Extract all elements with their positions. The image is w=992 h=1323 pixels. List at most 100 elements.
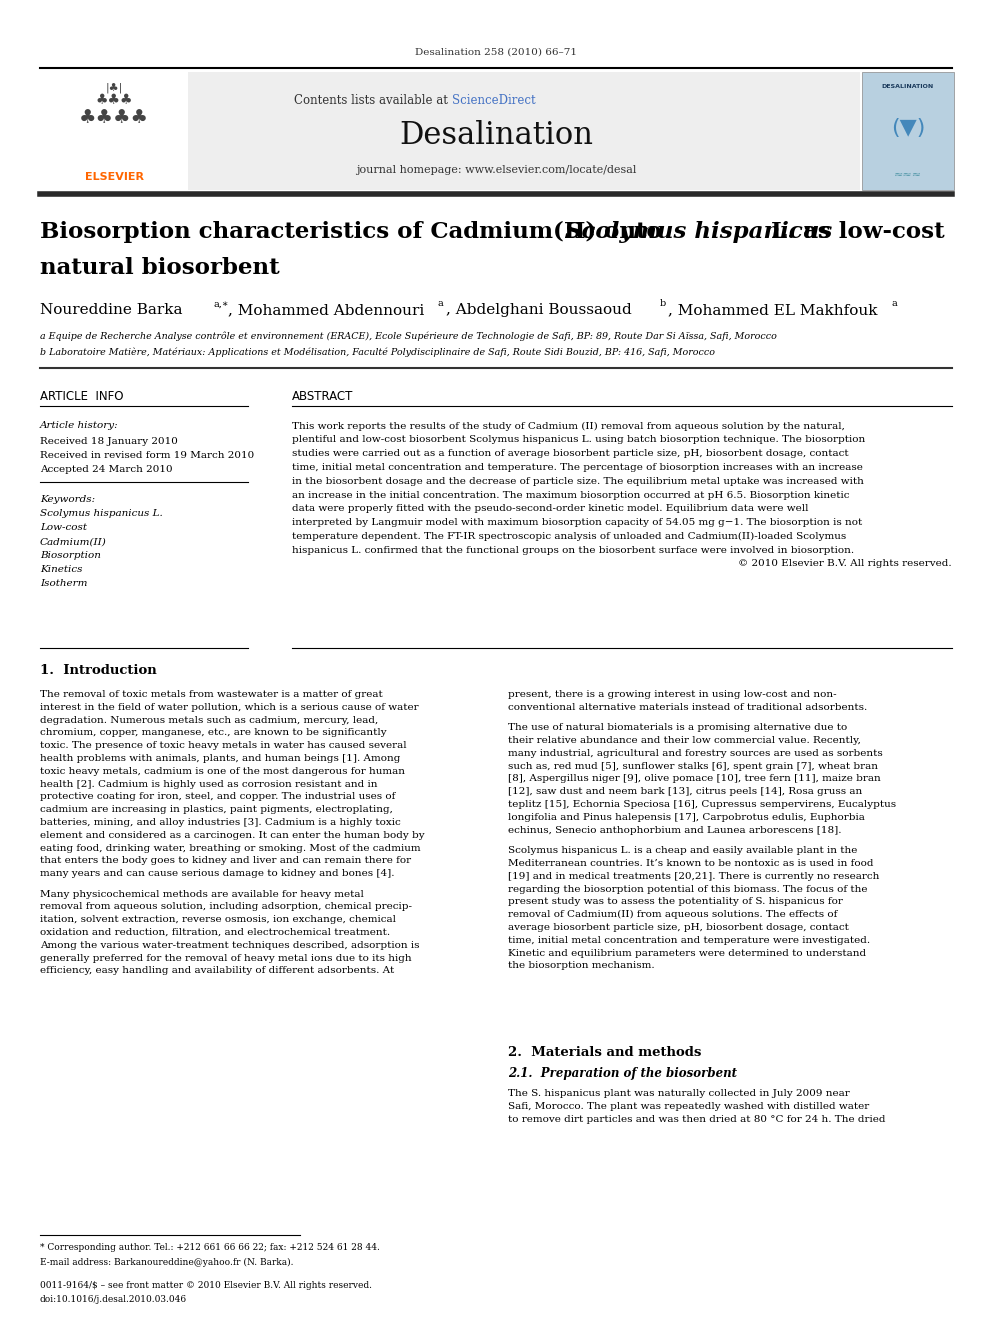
Text: Biosorption: Biosorption xyxy=(40,552,101,561)
Text: Scolymus hispanicus L.: Scolymus hispanicus L. xyxy=(40,509,163,519)
Text: conventional alternative materials instead of traditional adsorbents.: conventional alternative materials inste… xyxy=(508,703,867,712)
Text: interest in the field of water pollution, which is a serious cause of water: interest in the field of water pollution… xyxy=(40,703,419,712)
Text: 2.  Materials and methods: 2. Materials and methods xyxy=(508,1046,701,1060)
Text: The use of natural biomaterials is a promising alternative due to: The use of natural biomaterials is a pro… xyxy=(508,724,847,732)
Text: Noureddine Barka: Noureddine Barka xyxy=(40,303,183,318)
Text: a,∗: a,∗ xyxy=(213,299,228,308)
Text: element and considered as a carcinogen. It can enter the human body by: element and considered as a carcinogen. … xyxy=(40,831,425,840)
Text: itation, solvent extraction, reverse osmosis, ion exchange, chemical: itation, solvent extraction, reverse osm… xyxy=(40,916,396,925)
Text: Kinetic and equilibrium parameters were determined to understand: Kinetic and equilibrium parameters were … xyxy=(508,949,866,958)
Text: many years and can cause serious damage to kidney and bones [4].: many years and can cause serious damage … xyxy=(40,869,395,878)
Text: their relative abundance and their low commercial value. Recently,: their relative abundance and their low c… xyxy=(508,736,861,745)
Text: Scolymus hispanicus: Scolymus hispanicus xyxy=(565,221,832,243)
Text: in the biosorbent dosage and the decrease of particle size. The equilibrium meta: in the biosorbent dosage and the decreas… xyxy=(292,476,864,486)
Text: ScienceDirect: ScienceDirect xyxy=(452,94,536,107)
Text: protective coating for iron, steel, and copper. The industrial uses of: protective coating for iron, steel, and … xyxy=(40,792,396,802)
Text: Among the various water-treatment techniques described, adsorption is: Among the various water-treatment techni… xyxy=(40,941,420,950)
Text: echinus, Senecio anthophorbium and Launea arborescens [18].: echinus, Senecio anthophorbium and Laune… xyxy=(508,826,841,835)
Text: Received 18 January 2010: Received 18 January 2010 xyxy=(40,437,178,446)
Text: (▼): (▼) xyxy=(891,118,926,138)
Text: Low-cost: Low-cost xyxy=(40,524,87,532)
Text: DESALINATION: DESALINATION xyxy=(882,85,934,90)
Text: generally preferred for the removal of heavy metal ions due to its high: generally preferred for the removal of h… xyxy=(40,954,412,963)
Text: toxic heavy metals, cadmium is one of the most dangerous for human: toxic heavy metals, cadmium is one of th… xyxy=(40,767,405,775)
Text: hispanicus L. confirmed that the functional groups on the biosorbent surface wer: hispanicus L. confirmed that the functio… xyxy=(292,545,854,554)
Text: time, initial metal concentration and temperature. The percentage of biosorption: time, initial metal concentration and te… xyxy=(292,463,863,472)
Text: Scolymus hispanicus L. is a cheap and easily available plant in the: Scolymus hispanicus L. is a cheap and ea… xyxy=(508,847,857,855)
Text: data were properly fitted with the pseudo-second-order kinetic model. Equilibriu: data were properly fitted with the pseud… xyxy=(292,504,808,513)
Text: Kinetics: Kinetics xyxy=(40,565,82,574)
Text: the biosorption mechanism.: the biosorption mechanism. xyxy=(508,962,655,970)
Text: Desalination 258 (2010) 66–71: Desalination 258 (2010) 66–71 xyxy=(415,48,577,57)
Text: This work reports the results of the study of Cadmium (II) removal from aqueous : This work reports the results of the stu… xyxy=(292,422,845,430)
Text: time, initial metal concentration and temperature were investigated.: time, initial metal concentration and te… xyxy=(508,935,870,945)
Text: [8], Aspergillus niger [9], olive pomace [10], tree fern [11], maize bran: [8], Aspergillus niger [9], olive pomace… xyxy=(508,774,881,783)
Text: batteries, mining, and alloy industries [3]. Cadmium is a highly toxic: batteries, mining, and alloy industries … xyxy=(40,818,401,827)
Text: ABSTRACT: ABSTRACT xyxy=(292,389,353,402)
Text: ARTICLE  INFO: ARTICLE INFO xyxy=(40,389,123,402)
Text: * Corresponding author. Tel.: +212 661 66 66 22; fax: +212 524 61 28 44.: * Corresponding author. Tel.: +212 661 6… xyxy=(40,1244,380,1253)
Bar xyxy=(40,71,860,191)
Text: a: a xyxy=(892,299,898,308)
Text: chromium, copper, manganese, etc., are known to be significantly: chromium, copper, manganese, etc., are k… xyxy=(40,729,387,737)
Text: Contents lists available at: Contents lists available at xyxy=(295,94,452,107)
Text: 1.  Introduction: 1. Introduction xyxy=(40,664,157,676)
Text: doi:10.1016/j.desal.2010.03.046: doi:10.1016/j.desal.2010.03.046 xyxy=(40,1294,187,1303)
Text: to remove dirt particles and was then dried at 80 °C for 24 h. The dried: to remove dirt particles and was then dr… xyxy=(508,1114,886,1123)
Text: many industrial, agricultural and forestry sources are used as sorbents: many industrial, agricultural and forest… xyxy=(508,749,883,758)
Text: oxidation and reduction, filtration, and electrochemical treatment.: oxidation and reduction, filtration, and… xyxy=(40,927,390,937)
Text: removal of Cadmium(II) from aqueous solutions. The effects of: removal of Cadmium(II) from aqueous solu… xyxy=(508,910,837,919)
Text: efficiency, easy handling and availability of different adsorbents. At: efficiency, easy handling and availabili… xyxy=(40,967,394,975)
Text: plentiful and low-cost biosorbent Scolymus hispanicus L. using batch biosorption: plentiful and low-cost biosorbent Scolym… xyxy=(292,435,865,445)
Text: b: b xyxy=(660,299,667,308)
Text: Keywords:: Keywords: xyxy=(40,496,95,504)
Text: ♣♣♣: ♣♣♣ xyxy=(95,93,133,107)
Bar xyxy=(40,71,188,191)
Text: a Equipe de Recherche Analyse contrôle et environnement (ERACE), Ecole Supérieur: a Equipe de Recherche Analyse contrôle e… xyxy=(40,331,777,341)
Text: present, there is a growing interest in using low-cost and non-: present, there is a growing interest in … xyxy=(508,691,836,699)
Text: |♣|: |♣| xyxy=(105,83,123,93)
Text: an increase in the initial concentration. The maximum biosorption occurred at pH: an increase in the initial concentration… xyxy=(292,491,849,500)
Text: a: a xyxy=(438,299,443,308)
Text: health [2]. Cadmium is highly used as corrosion resistant and in: health [2]. Cadmium is highly used as co… xyxy=(40,779,378,789)
Text: Safi, Morocco. The plant was repeatedly washed with distilled water: Safi, Morocco. The plant was repeatedly … xyxy=(508,1102,869,1111)
Text: toxic. The presence of toxic heavy metals in water has caused several: toxic. The presence of toxic heavy metal… xyxy=(40,741,407,750)
Text: , Mohammed EL Makhfouk: , Mohammed EL Makhfouk xyxy=(668,303,878,318)
Text: eating food, drinking water, breathing or smoking. Most of the cadmium: eating food, drinking water, breathing o… xyxy=(40,844,421,852)
Text: Isotherm: Isotherm xyxy=(40,579,87,589)
Bar xyxy=(862,71,954,191)
Text: health problems with animals, plants, and human beings [1]. Among: health problems with animals, plants, an… xyxy=(40,754,401,763)
Text: Desalination: Desalination xyxy=(399,120,593,152)
Text: teplitz [15], Echornia Speciosa [16], Cupressus sempervirens, Eucalyptus: teplitz [15], Echornia Speciosa [16], Cu… xyxy=(508,800,896,810)
Text: , Abdelghani Boussaoud: , Abdelghani Boussaoud xyxy=(446,303,632,318)
Text: ♣♣♣♣: ♣♣♣♣ xyxy=(79,108,149,127)
Text: © 2010 Elsevier B.V. All rights reserved.: © 2010 Elsevier B.V. All rights reserved… xyxy=(738,560,952,569)
Text: [19] and in medical treatments [20,21]. There is currently no research: [19] and in medical treatments [20,21]. … xyxy=(508,872,879,881)
Text: journal homepage: www.elsevier.com/locate/desal: journal homepage: www.elsevier.com/locat… xyxy=(356,165,636,175)
Text: L. as low-cost: L. as low-cost xyxy=(763,221,944,243)
Text: Article history:: Article history: xyxy=(40,422,119,430)
Text: E-mail address: Barkanoureddine@yahoo.fr (N. Barka).: E-mail address: Barkanoureddine@yahoo.fr… xyxy=(40,1257,294,1266)
Text: [12], saw dust and neem bark [13], citrus peels [14], Rosa gruss an: [12], saw dust and neem bark [13], citru… xyxy=(508,787,862,796)
Text: ELSEVIER: ELSEVIER xyxy=(84,172,144,183)
Text: that enters the body goes to kidney and liver and can remain there for: that enters the body goes to kidney and … xyxy=(40,856,411,865)
Text: 0011-9164/$ – see front matter © 2010 Elsevier B.V. All rights reserved.: 0011-9164/$ – see front matter © 2010 El… xyxy=(40,1281,372,1290)
Text: b Laboratoire Matière, Matériaux: Applications et Modélisation, Faculté Polydisc: b Laboratoire Matière, Matériaux: Applic… xyxy=(40,347,715,357)
Text: temperature dependent. The FT-IR spectroscopic analysis of unloaded and Cadmium(: temperature dependent. The FT-IR spectro… xyxy=(292,532,846,541)
Text: Mediterranean countries. It’s known to be nontoxic as is used in food: Mediterranean countries. It’s known to b… xyxy=(508,859,874,868)
Text: ≈≈≈: ≈≈≈ xyxy=(894,169,922,180)
Text: present study was to assess the potentiality of S. hispanicus for: present study was to assess the potentia… xyxy=(508,897,843,906)
Text: The removal of toxic metals from wastewater is a matter of great: The removal of toxic metals from wastewa… xyxy=(40,691,383,699)
Text: 2.1.  Preparation of the biosorbent: 2.1. Preparation of the biosorbent xyxy=(508,1066,737,1080)
Text: Cadmium(II): Cadmium(II) xyxy=(40,537,107,546)
Text: Many physicochemical methods are available for heavy metal: Many physicochemical methods are availab… xyxy=(40,889,364,898)
Text: regarding the biosorption potential of this biomass. The focus of the: regarding the biosorption potential of t… xyxy=(508,885,867,893)
Text: natural biosorbent: natural biosorbent xyxy=(40,257,280,279)
Text: degradation. Numerous metals such as cadmium, mercury, lead,: degradation. Numerous metals such as cad… xyxy=(40,716,378,725)
Text: The S. hispanicus plant was naturally collected in July 2009 near: The S. hispanicus plant was naturally co… xyxy=(508,1089,850,1098)
Text: cadmium are increasing in plastics, paint pigments, electroplating,: cadmium are increasing in plastics, pain… xyxy=(40,806,393,814)
Text: longifolia and Pinus halepensis [17], Carpobrotus edulis, Euphorbia: longifolia and Pinus halepensis [17], Ca… xyxy=(508,812,865,822)
Text: average biosorbent particle size, pH, biosorbent dosage, contact: average biosorbent particle size, pH, bi… xyxy=(508,923,849,931)
Text: studies were carried out as a function of average biosorbent particle size, pH, : studies were carried out as a function o… xyxy=(292,448,848,458)
Text: interpreted by Langmuir model with maximum biosorption capacity of 54.05 mg g−1.: interpreted by Langmuir model with maxim… xyxy=(292,519,862,527)
